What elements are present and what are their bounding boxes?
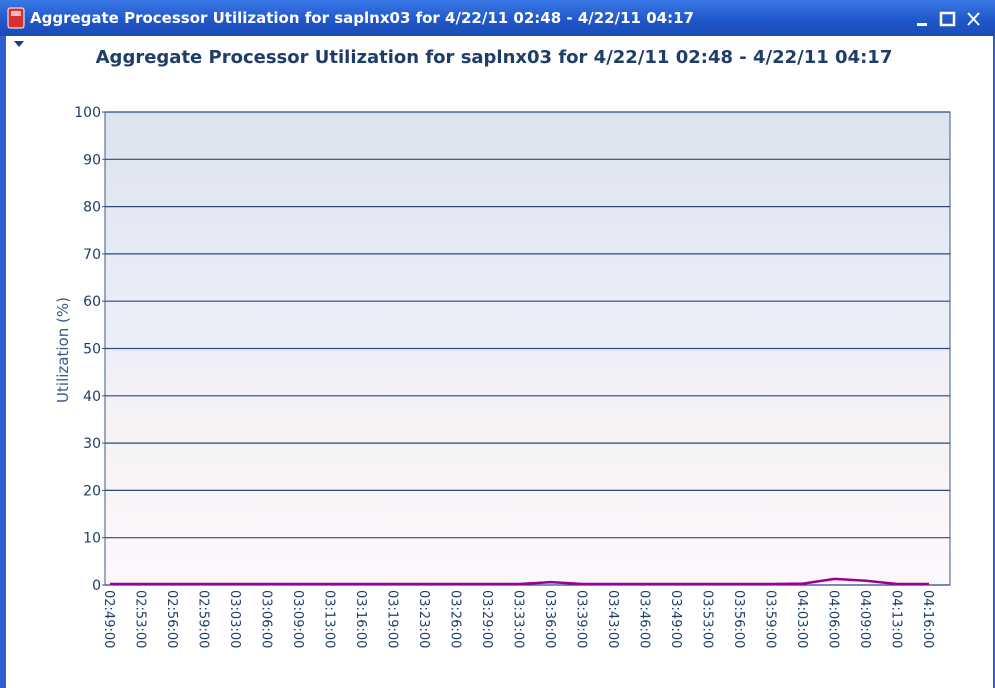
x-tick-label: 03:33:00 [511,590,526,648]
x-tick-label: 04:03:00 [794,590,809,648]
y-tick-label: 30 [83,436,101,452]
y-tick-label: 40 [83,389,101,405]
y-tick-label: 70 [83,247,101,263]
x-tick-label: 03:39:00 [574,590,589,648]
x-tick-label: 03:09:00 [290,590,305,648]
title-bar: Aggregate Processor Utilization for sapl… [0,0,995,36]
x-tick-label: 04:09:00 [857,590,872,648]
x-tick-label: 03:56:00 [731,590,746,648]
x-tick-label: 04:16:00 [920,590,935,648]
x-tick-label: 03:43:00 [605,590,620,648]
x-tick-label: 03:36:00 [542,590,557,648]
y-tick-label: 60 [83,294,101,310]
x-tick-label: 03:49:00 [668,590,683,648]
y-tick-label: 20 [83,483,101,499]
y-axis-label: Utilization (%) [54,297,72,403]
x-tick-label: 02:49:00 [101,590,116,648]
x-tick-label: 03:59:00 [763,590,778,648]
title-bar-icons [7,7,980,29]
x-tick-label: 03:23:00 [416,590,431,648]
x-tick-label: 03:13:00 [322,590,337,648]
menu-arrow[interactable] [14,41,24,47]
series-line [110,577,929,586]
x-tick-label: 02:59:00 [196,590,211,648]
y-tick-label: 90 [83,152,101,168]
app-icon-detail [11,11,21,16]
window-title: Aggregate Processor Utilization for sapl… [30,9,694,27]
x-tick-label: 03:29:00 [479,590,494,648]
minimize-button[interactable] [917,23,927,26]
x-tick-label: 03:53:00 [700,590,715,648]
x-tick-label: 03:06:00 [259,590,274,648]
x-tick-label: 03:19:00 [385,590,400,648]
x-tick-label: 03:26:00 [448,590,463,648]
x-tick-label: 03:03:00 [227,590,242,648]
chart: Aggregate Processor Utilization for sapl… [14,41,951,648]
x-tick-label: 04:13:00 [889,590,904,648]
y-tick-label: 50 [83,342,101,358]
y-tick-label: 80 [83,200,101,216]
x-tick-label: 03:46:00 [637,590,652,648]
y-tick-label: 0 [92,578,101,594]
maximize-button[interactable] [939,11,956,27]
x-tick-label: 04:06:00 [826,590,841,648]
y-tick-label: 10 [83,531,101,547]
y-tick-label: 100 [74,105,101,121]
x-tick-label: 02:56:00 [164,590,179,648]
x-tick-label: 02:53:00 [133,590,148,648]
chart-title: Aggregate Processor Utilization for sapl… [96,47,893,68]
x-tick-label: 03:16:00 [353,590,368,648]
close-button[interactable] [967,12,980,26]
